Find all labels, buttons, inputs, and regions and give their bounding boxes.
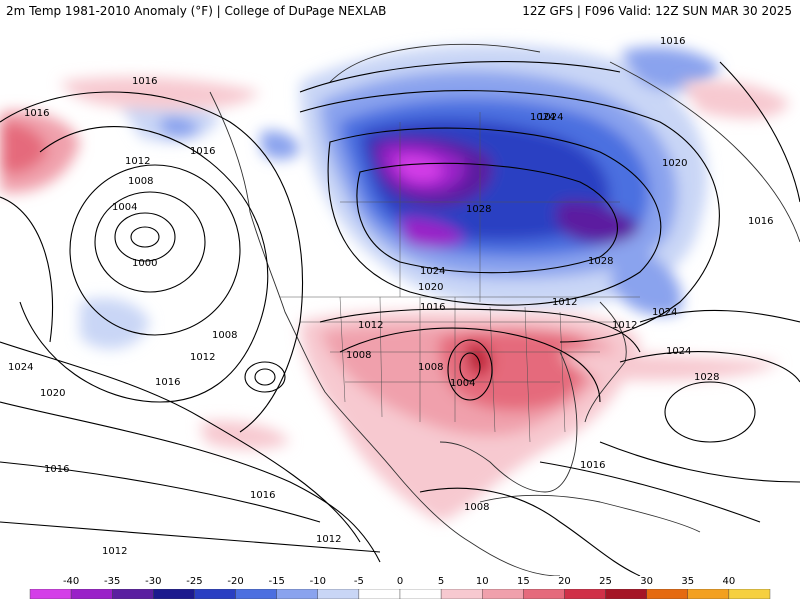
isobar-label: 1016 [420, 302, 445, 313]
isobar-label: 1012 [190, 352, 215, 363]
anomaly-map: 1016 1016 1016 1016 1012 1008 1004 1000 … [0, 22, 800, 576]
isobar-label: 1028 [466, 204, 491, 215]
cold-anomaly-region [80, 44, 720, 349]
isobar-labels: 1016 1016 1016 1016 1012 1008 1004 1000 … [8, 36, 773, 557]
isobar-label: 1016 [24, 108, 49, 119]
isobar-label: 1024 [652, 307, 677, 318]
colorbar-tick-label: 30 [640, 576, 654, 587]
colorbar-swatch [523, 589, 565, 599]
colorbar-swatch [687, 589, 730, 599]
isobar-label: 1024 [420, 266, 445, 277]
isobar-label: 1016 [748, 216, 773, 227]
colorbar: -40 -35 -30 -25 -20 -15 -10 -5 0 5 10 15 20 25 30 35 40 [0, 576, 800, 600]
isobar-label: 1008 [346, 350, 371, 361]
isobar-label: 1008 [418, 362, 443, 373]
isobar-label: 1016 [580, 460, 605, 471]
isobar-label: 1000 [132, 258, 157, 269]
colorbar-swatch [358, 589, 401, 599]
isobar-label: 1020 [418, 282, 443, 293]
isobar-label: 1016 [155, 377, 180, 388]
colorbar-swatches [29, 589, 771, 599]
isobar-label: 1016 [660, 36, 685, 47]
colorbar-swatch [112, 589, 154, 599]
colorbar-tick-label: 40 [722, 576, 736, 587]
anomaly-shading [0, 44, 790, 522]
colorbar-tick-label: 10 [475, 576, 489, 587]
warm-anomaly-region [0, 76, 790, 522]
colorbar-swatch [153, 589, 195, 599]
colorbar-swatch [399, 589, 442, 599]
isobar-label: 1012 [552, 297, 577, 308]
political-boundaries [280, 112, 640, 443]
colorbar-tick-label: -15 [268, 576, 285, 587]
colorbar-tick-label: -20 [227, 576, 244, 587]
isobar-label: 1008 [212, 330, 237, 341]
isobar-label: 1024 [8, 362, 33, 373]
isobar-label: 1028 [694, 372, 719, 383]
colorbar-swatch [564, 589, 606, 599]
isobar-label: 1008 [128, 176, 153, 187]
isobar-label: 1020 [662, 158, 687, 169]
colorbar-swatch [70, 589, 113, 599]
colorbar-tick-label: 5 [437, 576, 445, 587]
colorbar-swatch [728, 589, 771, 599]
coastlines [209, 43, 800, 576]
header-bar: 2m Temp 1981-2010 Anomaly (°F) | College… [0, 0, 800, 22]
isobar-label: 1028 [588, 256, 613, 267]
colorbar-swatch [440, 589, 483, 599]
isobar-label: 1016 [44, 464, 69, 475]
colorbar-tick-label: 20 [558, 576, 571, 587]
colorbar-swatch [29, 589, 72, 599]
colorbar-swatch [194, 589, 236, 599]
colorbar-swatch [482, 589, 524, 599]
isobar-label: 1008 [464, 502, 489, 513]
colorbar-swatch [646, 589, 688, 599]
colorbar-tick-label: -40 [62, 576, 80, 587]
colorbar-tick-label: -25 [186, 576, 203, 587]
isobar-label: 1020 [40, 388, 65, 399]
isobar-label: 1012 [125, 156, 150, 167]
colorbar-swatch [235, 589, 277, 599]
isobar-label: 1024 [666, 346, 691, 357]
colorbar-tick-label: -10 [309, 576, 326, 587]
colorbar-swatch [605, 589, 647, 599]
isobar-label: 1012 [102, 546, 127, 557]
colorbar-tick-label: -30 [145, 576, 162, 587]
isobar-label: 1016 [132, 76, 157, 87]
isobar-label: 1004 [450, 378, 475, 389]
colorbar-tick-label: 0 [396, 576, 404, 587]
isobar-label: 1024 [538, 112, 563, 123]
colorbar-tick-label: -5 [353, 576, 364, 587]
colorbar-swatch [317, 589, 360, 599]
product-title: 2m Temp 1981-2010 Anomaly (°F) | College… [6, 4, 387, 18]
isobar-label: 1016 [250, 490, 275, 501]
colorbar-tick-label: -35 [104, 576, 121, 587]
colorbar-tick-label: 35 [681, 576, 695, 587]
isobar-label: 1004 [112, 202, 137, 213]
isobar-label: 1024 [530, 112, 555, 123]
colorbar-swatch [276, 589, 318, 599]
colorbar-tick-label: 25 [599, 576, 612, 587]
isobar-label: 1012 [612, 320, 637, 331]
isobar-label: 1012 [358, 320, 383, 331]
isobar-label: 1016 [190, 146, 215, 157]
model-valid-time: 12Z GFS | F096 Valid: 12Z SUN MAR 30 202… [522, 4, 792, 18]
colorbar-tick-label: 15 [516, 576, 530, 587]
isobar-label: 1012 [316, 534, 341, 545]
